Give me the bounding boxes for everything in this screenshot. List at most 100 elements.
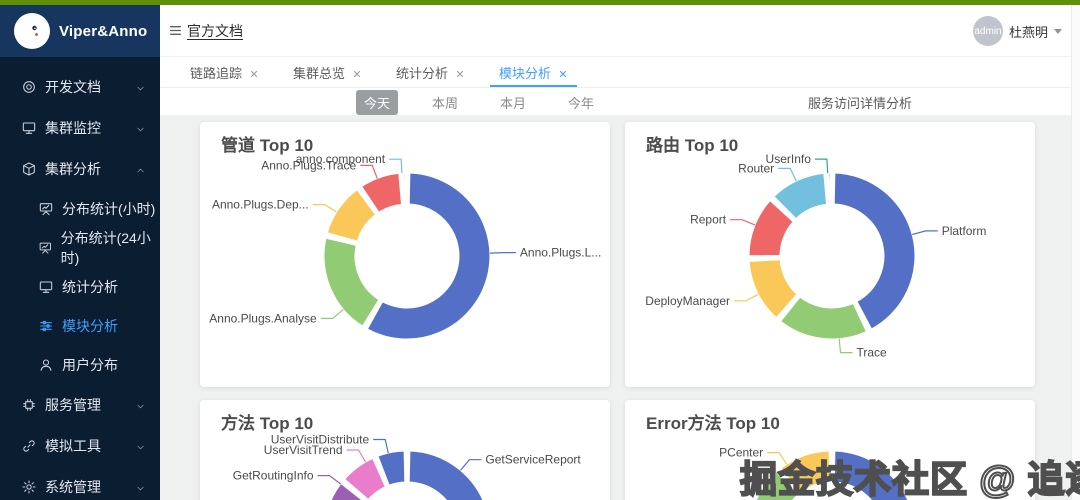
sidebar-item-label: 模拟工具 bbox=[45, 437, 101, 454]
board-chart-icon bbox=[38, 201, 54, 217]
donut-segment[interactable] bbox=[341, 455, 388, 500]
segment-label: UserInfo bbox=[766, 152, 812, 166]
filter-button-今年[interactable]: 今年 bbox=[568, 96, 595, 111]
label-leader-line bbox=[734, 293, 759, 302]
donut-segment[interactable] bbox=[778, 448, 833, 496]
sidebar-item-system-management[interactable]: 系统管理 bbox=[0, 466, 160, 500]
caret-down-icon bbox=[1054, 28, 1062, 34]
tab-module-analysis[interactable]: 模块分析 bbox=[482, 57, 585, 87]
tab-trace-link[interactable]: 链路追踪 bbox=[173, 57, 276, 87]
donut-segment[interactable] bbox=[326, 480, 367, 500]
tab-stats-analysis[interactable]: 统计分析 bbox=[379, 57, 482, 87]
user-icon bbox=[38, 357, 54, 373]
segment-label: UserVisitTrend bbox=[264, 443, 343, 457]
brand-name: Viper&Anno bbox=[59, 22, 148, 40]
gear-icon bbox=[21, 479, 37, 495]
donut-segment[interactable] bbox=[324, 186, 379, 244]
sidebar-item-label: 系统管理 bbox=[45, 478, 101, 495]
donut-segment[interactable] bbox=[753, 469, 800, 500]
sidebar-item-module-analysis[interactable]: 模块分析 bbox=[0, 306, 160, 345]
donut-segment[interactable] bbox=[831, 448, 916, 500]
card-method-top10: 方法 Top 10 GetServiceReport GetRoutingInfo… bbox=[200, 400, 610, 500]
sliders-icon bbox=[38, 318, 54, 334]
tab-label: 模块分析 bbox=[499, 65, 552, 81]
label-leader-line bbox=[317, 474, 342, 485]
card-route-top10: 路由 Top 10 Platform Trace DeployManager Repo… bbox=[625, 122, 1035, 387]
segment-label: UserVisitDistribute bbox=[271, 433, 370, 447]
label-leader-line bbox=[360, 164, 378, 179]
chevron-down-icon bbox=[135, 440, 146, 451]
sidebar-item-dist-stats-hour[interactable]: 分布统计(小时) bbox=[0, 189, 160, 228]
sidebar-item-service-management[interactable]: 服务管理 bbox=[0, 384, 160, 425]
sidebar-item-stats-analysis[interactable]: 统计分析 bbox=[0, 267, 160, 306]
close-icon[interactable] bbox=[249, 67, 259, 78]
segment-label: Router bbox=[738, 161, 774, 175]
donut-chart-pipeline: Anno.Plugs.L... Anno.Plugs.Analyse Anno.Pl… bbox=[209, 152, 601, 342]
donut-segment[interactable] bbox=[777, 294, 870, 342]
sidebar-nav: 开发文档 集群监控集群分析分布统计(小时) 分布统计(24小时) 统计分析模块分析用户… bbox=[0, 57, 160, 500]
label-leader-line bbox=[459, 459, 482, 471]
label-leader-line bbox=[778, 167, 797, 182]
close-icon[interactable] bbox=[558, 67, 568, 78]
filter-button-本月[interactable]: 本月 bbox=[500, 96, 527, 111]
scrollbar-down-arrow[interactable]: ▼ bbox=[1072, 477, 1080, 486]
donut-segment[interactable] bbox=[406, 448, 491, 500]
avatar[interactable]: admin bbox=[972, 16, 1003, 46]
sidebar-item-dev-docs[interactable]: 开发文档 bbox=[0, 66, 160, 107]
sidebar-item-label: 分布统计(24小时) bbox=[60, 229, 151, 266]
section-note: 服务访问详情分析 bbox=[808, 96, 913, 111]
sidebar-item-label: 集群分析 bbox=[45, 160, 101, 177]
label-leader-line bbox=[814, 158, 829, 174]
chart-title: 管道 Top 10 bbox=[221, 136, 314, 155]
package-icon bbox=[21, 161, 37, 177]
sidebar-item-label: 统计分析 bbox=[62, 278, 118, 295]
official-docs-link[interactable]: 官方文档 bbox=[187, 23, 243, 39]
monitor-icon bbox=[21, 120, 37, 136]
chevron-up-icon bbox=[135, 163, 146, 174]
segment-label: DeployManager bbox=[645, 294, 730, 308]
sidebar-item-cluster-monitor[interactable]: 集群监控 bbox=[0, 107, 160, 148]
donut-segment[interactable] bbox=[321, 235, 382, 329]
user-name: 杜燕明 bbox=[1008, 24, 1048, 40]
filter-button-本周[interactable]: 本周 bbox=[432, 96, 459, 111]
hamburger-icon[interactable] bbox=[168, 24, 183, 37]
close-icon[interactable] bbox=[455, 67, 465, 78]
sidebar-item-mock-tools[interactable]: 模拟工具 bbox=[0, 425, 160, 466]
donut-segment[interactable] bbox=[364, 170, 493, 342]
donut-chart-method: GetServiceReport GetRoutingInfo UserVisitT… bbox=[233, 433, 581, 500]
sidebar-item-label: 用户分布 bbox=[62, 356, 118, 373]
filter-button-今天[interactable]: 今天 bbox=[356, 90, 399, 115]
target-icon bbox=[21, 79, 37, 95]
close-icon[interactable] bbox=[352, 67, 362, 78]
donut-segment[interactable] bbox=[401, 170, 408, 207]
sidebar-item-cluster-analysis[interactable]: 集群分析 bbox=[0, 148, 160, 189]
donut-segment[interactable] bbox=[358, 170, 405, 216]
donut-segment[interactable] bbox=[771, 170, 830, 222]
chevron-down-icon bbox=[135, 481, 146, 492]
donut-segment[interactable] bbox=[746, 197, 796, 259]
donut-segment[interactable] bbox=[746, 257, 800, 321]
donut-segment[interactable] bbox=[831, 170, 918, 332]
label-leader-line bbox=[730, 219, 756, 226]
content-area: 管道 Top 10 Anno.Plugs.L... Anno.Plugs.Anal… bbox=[160, 115, 1080, 500]
user-menu[interactable]: admin 杜燕明 bbox=[972, 16, 1062, 46]
topbar: 官方文档 admin 杜燕明 bbox=[160, 5, 1080, 57]
tab-label: 链路追踪 bbox=[190, 65, 243, 81]
label-leader-line bbox=[489, 252, 516, 254]
segment-label: anno.component bbox=[296, 152, 386, 166]
label-leader-line bbox=[346, 449, 367, 463]
sidebar-item-dist-stats-24h[interactable]: 分布统计(24小时) bbox=[0, 228, 160, 267]
tab-label: 统计分析 bbox=[396, 65, 449, 81]
sidebar-item-user-distribution[interactable]: 用户分布 bbox=[0, 345, 160, 384]
sidebar-item-label: 模块分析 bbox=[62, 317, 118, 334]
panda-logo-icon bbox=[14, 13, 50, 49]
chart-title: 路由 Top 10 bbox=[646, 136, 739, 155]
label-leader-line bbox=[373, 438, 389, 454]
donut-segment[interactable] bbox=[826, 170, 833, 207]
tabs-bar: 链路追踪 集群总览 统计分析 模块分析 bbox=[160, 57, 1080, 88]
scrollbar[interactable]: ▼ bbox=[1071, 5, 1080, 500]
segment-label: Anno.Plugs.Analyse bbox=[209, 311, 317, 325]
tab-cluster-overview[interactable]: 集群总览 bbox=[276, 57, 379, 87]
time-filters: 今天 本周 本月 今年 bbox=[356, 90, 602, 115]
donut-segment[interactable] bbox=[375, 448, 408, 488]
